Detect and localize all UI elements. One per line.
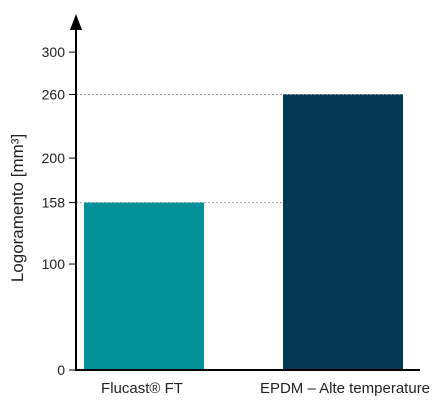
y-tick-label-300: 300 — [42, 44, 66, 60]
y-axis-arrow — [70, 14, 82, 30]
y-tick-label-158: 158 — [42, 195, 66, 211]
y-tick-label-260: 260 — [42, 87, 66, 103]
bar-2 — [283, 94, 403, 370]
axes — [70, 14, 420, 371]
y-tick-label-0: 0 — [57, 362, 65, 378]
bar-1 — [84, 202, 204, 370]
y-tick-labels: 0 100 158 200 260 300 — [42, 44, 76, 378]
x-category-label-2: EPDM – Alte temperature — [260, 380, 430, 397]
y-axis-title: Logoramento [mm³] — [8, 134, 27, 282]
bars — [84, 94, 403, 370]
x-category-label-1: Flucast® FT — [101, 380, 183, 397]
x-category-labels: Flucast® FT EPDM – Alte temperature — [101, 380, 430, 397]
y-tick-label-200: 200 — [42, 150, 66, 166]
y-tick-label-100: 100 — [42, 256, 66, 272]
